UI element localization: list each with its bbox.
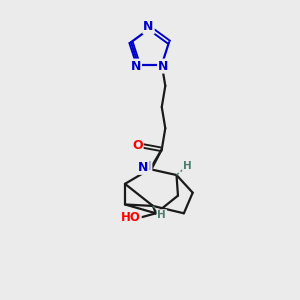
Text: N: N [141,160,152,173]
Text: N: N [138,161,149,174]
Text: O: O [132,140,142,152]
Text: HO: HO [121,211,141,224]
Text: H: H [183,161,192,171]
Text: N: N [158,60,168,73]
Text: H: H [158,210,166,220]
Text: N: N [131,60,141,73]
Text: N: N [143,20,154,33]
